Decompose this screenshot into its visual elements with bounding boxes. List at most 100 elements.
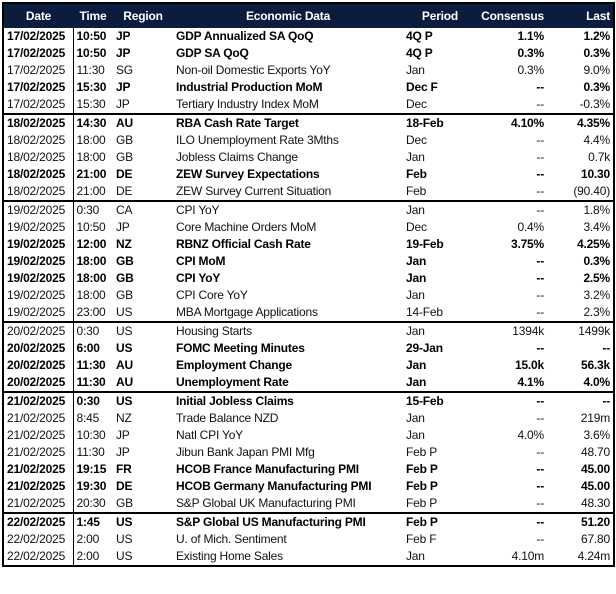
cell: 11:30: [76, 358, 106, 372]
cell: CPI YoY: [173, 200, 403, 219]
cell: HCOB Germany Manufacturing PMI: [176, 479, 372, 493]
cell: 15:30: [76, 80, 107, 94]
event-row: 19/02/2025 18:00 GB CPI Core YoY Jan -- 3.2%: [3, 287, 614, 304]
cell: CPI MoM: [176, 254, 226, 268]
event-row: 19/02/2025 0:30 CA CPI YoY Jan -- 1.8%: [3, 200, 614, 219]
cell: 9.0%: [583, 63, 610, 77]
cell: --: [536, 411, 544, 425]
cell: 4.0%: [517, 428, 544, 442]
cell: US: [116, 532, 133, 546]
cell: AU: [116, 375, 133, 389]
cell: HCOB France Manufacturing PMI: [176, 462, 359, 476]
cell: CPI YoY: [176, 271, 221, 285]
cell: GB: [116, 288, 133, 302]
cell: JP: [116, 97, 130, 111]
cell: 14-Feb: [406, 305, 443, 319]
event-row: 19/02/2025 10:50 JP Core Machine Orders MoM…: [3, 219, 614, 236]
cell: 20/02/2025: [3, 374, 74, 392]
cell: 8:45: [76, 411, 100, 425]
event-row: 17/02/2025 10:50 JP GDP SA QoQ 4Q P 0.3% 0.3%: [3, 45, 614, 62]
event-row: 19/02/2025 18:00 GB CPI MoM Jan -- 0.3%: [3, 253, 614, 270]
cell: RBNZ Official Cash Rate: [176, 237, 311, 251]
event-row: 21/02/2025 19:15 FR HCOB France Manufacturi…: [3, 461, 614, 478]
cell: 4.4%: [583, 133, 610, 147]
cell: --: [477, 512, 547, 531]
cell: 21/02/2025: [3, 410, 74, 427]
cell: 1.1%: [517, 29, 544, 43]
cell: 18/02/2025: [3, 166, 74, 183]
event-row: 22/02/2025 2:00 US Existing Home Sales Jan 4.…: [3, 548, 614, 566]
event-row: 22/02/2025 2:00 US U. of Mich. Sentiment Feb…: [3, 531, 614, 548]
cell: 0.7k: [588, 150, 610, 164]
cell: --: [536, 150, 544, 164]
cell: --: [536, 479, 544, 493]
event-row: 17/02/2025 11:30 SG Non-oil Domestic Export…: [3, 62, 614, 79]
cell: 45.00: [580, 479, 610, 493]
cell: Jan: [406, 358, 427, 372]
cell: 19/02/2025: [3, 200, 74, 219]
cell: Non-oil Domestic Exports YoY: [176, 63, 331, 77]
cell: RBA Cash Rate Target: [173, 113, 403, 132]
cell: Feb: [406, 184, 427, 198]
event-row: 20/02/2025 6:00 US FOMC Meeting Minutes 29-J…: [3, 340, 614, 357]
cell: 17/02/2025: [3, 62, 74, 79]
cell: Jobless Claims Change: [176, 150, 298, 164]
cell: Employment Change: [176, 358, 292, 372]
event-row: 17/02/2025 15:30 JP Industrial Production M…: [3, 79, 614, 96]
cell: --: [536, 97, 544, 111]
calendar-table: Date Time Region Economic Data Period Consens…: [2, 2, 615, 567]
cell: 3.4%: [583, 220, 610, 234]
cell: -0.3%: [579, 97, 611, 111]
cell: Jan: [406, 375, 427, 389]
column-header: Region: [113, 3, 173, 28]
event-row: 19/02/2025 18:00 GB CPI YoY Jan -- 2.5%: [3, 270, 614, 287]
cell: 20/02/2025: [3, 321, 74, 340]
cell: 11:30: [76, 375, 106, 389]
cell: 18:00: [76, 150, 106, 164]
cell: JP: [116, 428, 130, 442]
cell: 18/02/2025: [3, 132, 74, 149]
cell: 45.00: [580, 462, 610, 476]
cell: ZEW Survey Expectations: [176, 167, 320, 181]
cell: 1:45: [73, 512, 113, 531]
cell: 48.30: [580, 496, 610, 510]
cell: 1394k: [477, 321, 547, 340]
cell: AU: [116, 358, 133, 372]
cell: Jan: [406, 549, 425, 563]
cell: Feb P: [406, 479, 438, 493]
cell: 4.10%: [477, 113, 547, 132]
cell: Feb P: [403, 512, 477, 531]
cell: 0:30: [73, 391, 113, 410]
cell: NZ: [116, 237, 132, 251]
cell: 3.2%: [583, 288, 610, 302]
cell: 15:30: [76, 97, 106, 111]
cell: FR: [116, 462, 132, 476]
cell: 21:00: [76, 184, 106, 198]
cell: Jan: [406, 428, 425, 442]
cell: 18-Feb: [403, 113, 477, 132]
cell: 21/02/2025: [3, 461, 74, 478]
cell: Jan: [406, 271, 427, 285]
column-header: Consensus: [477, 3, 547, 28]
cell: 18:00: [76, 271, 107, 285]
cell: US: [116, 305, 133, 319]
cell: CA: [113, 200, 173, 219]
cell: Dec F: [406, 80, 438, 94]
cell: 11:30: [76, 445, 105, 459]
cell: 3.6%: [583, 428, 610, 442]
cell: 4.0%: [583, 375, 610, 389]
cell: 21/02/2025: [3, 495, 74, 513]
cell: 20/02/2025: [3, 357, 74, 374]
cell: 20/02/2025: [3, 340, 74, 357]
event-row: 19/02/2025 12:00 NZ RBNZ Official Cash Rate…: [3, 236, 614, 253]
cell: 22/02/2025: [3, 512, 74, 531]
cell: 19:15: [76, 462, 107, 476]
cell: SG: [116, 63, 133, 77]
cell: 48.70: [580, 445, 610, 459]
cell: US: [113, 391, 173, 410]
event-row: 19/02/2025 23:00 US MBA Mortgage Applicatio…: [3, 304, 614, 322]
cell: 18:00: [76, 133, 106, 147]
cell: Feb P: [406, 462, 438, 476]
cell: 15-Feb: [403, 391, 477, 410]
cell: GB: [116, 150, 133, 164]
